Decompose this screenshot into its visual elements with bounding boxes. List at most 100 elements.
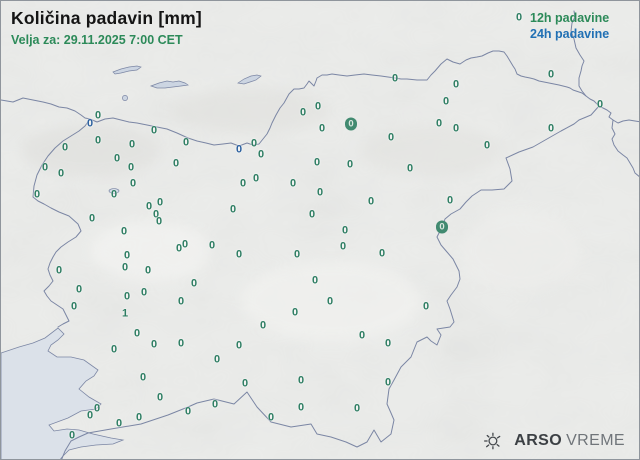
station-value: 0 [41, 161, 49, 174]
station-value: 0 [422, 300, 430, 313]
station-value: 0 [297, 401, 305, 414]
station-value: 0 [123, 249, 131, 262]
station-value: 0 [241, 377, 249, 390]
lakes [108, 65, 262, 194]
station-value: 0 [181, 238, 189, 251]
station-value: 0 [384, 376, 392, 389]
border-hu-cro [611, 119, 639, 177]
station-value: 0 [229, 203, 237, 216]
station-value: 0 [267, 411, 275, 424]
station-value: 0 [121, 261, 129, 274]
lake [149, 80, 189, 89]
adriatic-sea [1, 327, 125, 459]
station-value: 0 [387, 131, 395, 144]
border-italy [32, 118, 91, 328]
station-value: 0 [378, 247, 386, 260]
station-value: 0 [86, 117, 94, 130]
lake [108, 188, 120, 194]
station-value: 0 [483, 139, 491, 152]
station-value: 0 [250, 137, 258, 150]
station-value: 0 [172, 157, 180, 170]
station-value: 0 [190, 277, 198, 290]
station-value: 0 [145, 200, 153, 213]
station-value: 0 [139, 371, 147, 384]
station-value: 0 [452, 78, 460, 91]
border-north [1, 50, 587, 147]
station-value: 0 [308, 208, 316, 221]
station-value: 0 [596, 98, 604, 111]
station-value: 0 [61, 141, 69, 154]
sketched-sun-icon [484, 432, 501, 450]
brand-arso: ARSO [514, 432, 563, 449]
station-value: 0 [346, 158, 354, 171]
station-value: 0 [94, 134, 102, 147]
station-value: 0 [257, 148, 265, 161]
station-value: 0 [314, 100, 322, 113]
station-value: 0 [442, 95, 450, 108]
station-value: 0 [127, 161, 135, 174]
station-value: 0 [391, 72, 399, 85]
border-ne [570, 10, 587, 97]
station-value: 0 [316, 186, 324, 199]
station-value: 0 [299, 106, 307, 119]
station-value: 0 [289, 177, 297, 190]
station-value: 0 [68, 429, 76, 442]
relief-shading [21, 89, 581, 341]
station-value: 0 [150, 124, 158, 137]
station-value: 0 [128, 138, 136, 151]
station-value: 0 [152, 208, 160, 221]
brand-text: ARSO VREME [514, 432, 625, 450]
station-value: 1 [121, 307, 129, 320]
station-value: 0 [113, 152, 121, 165]
station-value: 0 [57, 167, 65, 180]
station-value: 0 [93, 402, 101, 415]
station-value: 0 [123, 290, 131, 303]
station-value: 0 [211, 398, 219, 411]
legend: 12h padavine 24h padavine [530, 10, 609, 42]
legend-item-12h[interactable]: 12h padavine [530, 11, 610, 25]
border-hu [585, 95, 639, 124]
station-value: 0 [259, 319, 267, 332]
station-value: 0 [252, 172, 260, 185]
station-value: 0 [515, 11, 523, 24]
station-value: 0 [75, 283, 83, 296]
valid-time-label: Velja za: 29.11.2025 7:00 CET [11, 33, 183, 47]
station-value: 0 [144, 264, 152, 277]
station-value: 0 [358, 329, 366, 342]
page-title: Količina padavin [mm] [11, 8, 202, 28]
station-value: 0 [94, 109, 102, 122]
station-value: 0 [326, 295, 334, 308]
station-value: 0 [235, 339, 243, 352]
station-value: 0 [311, 274, 319, 287]
station-value: 0 [353, 402, 361, 415]
lake [112, 65, 142, 75]
station-value: 0 [120, 225, 128, 238]
station-value: 0 [156, 196, 164, 209]
station-value: 0 [446, 194, 454, 207]
station-value: 0 [452, 122, 460, 135]
station-value: 0 [184, 405, 192, 418]
station-value: 0 [213, 353, 221, 366]
station-value: 0 [156, 391, 164, 404]
station-value: 0 [129, 177, 137, 190]
station-value: 0 [133, 327, 141, 340]
station-value: 0 [339, 240, 347, 253]
station-value: 0 [175, 242, 183, 255]
station-value: 0 [135, 411, 143, 424]
station-value: 0 [547, 122, 555, 135]
station-value: 0 [235, 248, 243, 261]
station-value: 0 [341, 224, 349, 237]
lake [237, 74, 262, 85]
station-value: 0 [155, 215, 163, 228]
station-value: 0 [110, 188, 118, 201]
station-value: 0 [177, 295, 185, 308]
station-value: 0 [318, 122, 326, 135]
border-croatia [61, 105, 600, 459]
legend-item-24h[interactable]: 24h padavine [530, 27, 610, 41]
station-value: 0 [436, 220, 448, 234]
station-value: 0 [55, 264, 63, 277]
country-borders [1, 10, 639, 459]
station-value: 0 [140, 286, 148, 299]
